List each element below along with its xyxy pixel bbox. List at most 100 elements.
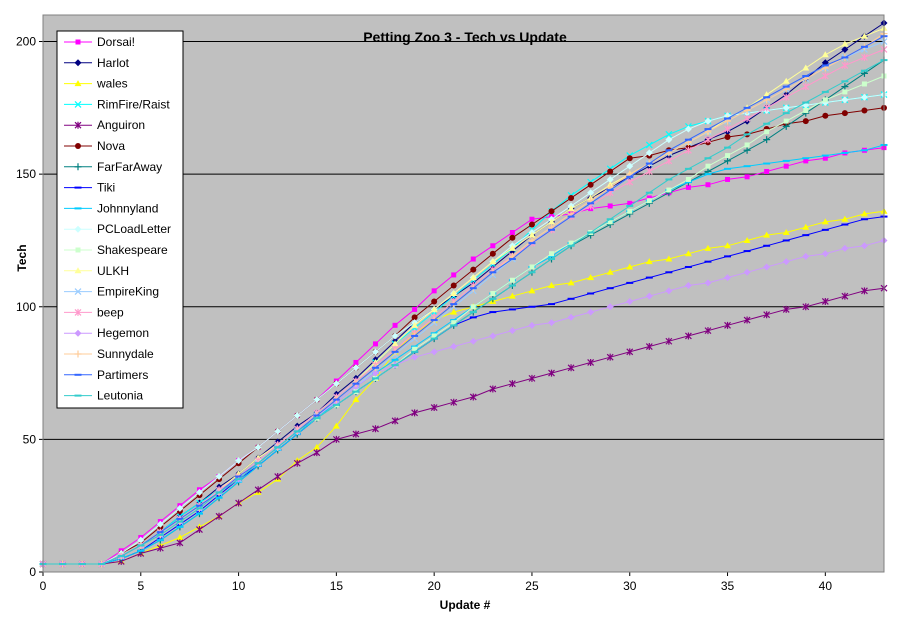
data-point <box>293 459 301 467</box>
data-point <box>841 83 849 91</box>
data-point <box>860 210 868 217</box>
series-line <box>43 287 885 565</box>
data-point <box>549 251 555 257</box>
data-point <box>802 118 809 125</box>
data-point <box>626 263 634 270</box>
legend-item: PCLoadLetter <box>64 222 171 236</box>
data-point <box>705 182 711 188</box>
legend-label: PCLoadLetter <box>97 222 171 236</box>
data-point <box>724 321 731 329</box>
data-point <box>371 348 379 356</box>
data-point <box>509 229 515 235</box>
data-point <box>254 443 262 451</box>
data-point <box>508 327 516 335</box>
data-point <box>743 316 751 324</box>
data-point <box>763 91 771 98</box>
legend-item: Sunnydale <box>64 347 154 361</box>
data-point <box>822 112 829 119</box>
data-point <box>802 303 810 311</box>
data-point <box>469 393 477 401</box>
legend-label: beep <box>97 305 124 319</box>
data-point <box>606 268 614 275</box>
legend-label: Tiki <box>97 181 115 195</box>
data-point <box>803 158 809 164</box>
data-point <box>743 146 751 154</box>
series-line <box>43 59 885 565</box>
data-point <box>842 89 848 95</box>
legend-label: Johnnyland <box>97 201 158 215</box>
data-point <box>567 205 575 212</box>
data-point <box>450 282 457 289</box>
legend-marker <box>74 308 82 316</box>
data-point <box>802 64 810 71</box>
data-point <box>763 311 771 319</box>
data-point <box>646 195 652 201</box>
data-point <box>645 258 653 265</box>
y-tick-label: 100 <box>16 300 36 314</box>
data-point <box>274 427 282 435</box>
data-point <box>431 298 438 305</box>
data-point <box>645 167 653 175</box>
data-point <box>665 255 673 262</box>
data-point <box>841 40 849 47</box>
y-axis-title: Tech <box>15 244 29 271</box>
data-point <box>684 282 692 290</box>
data-point <box>391 332 399 340</box>
legend-item: Partimers <box>64 368 148 382</box>
legend-item: Johnnyland <box>64 201 158 215</box>
data-point <box>412 306 418 312</box>
data-point <box>724 157 732 165</box>
data-point <box>861 107 868 114</box>
data-point <box>548 369 555 377</box>
axes: 0 50 100 150 200 0 5 10 15 20 25 30 35 40 <box>16 14 885 593</box>
data-point <box>176 504 184 512</box>
data-point <box>451 320 457 326</box>
data-point <box>821 51 829 58</box>
data-point <box>587 308 595 316</box>
legend-label: Partimers <box>97 368 148 382</box>
legend-label: Dorsai! <box>97 35 135 49</box>
legend-marker <box>74 80 82 87</box>
series-layer <box>39 19 888 568</box>
data-point <box>567 279 575 286</box>
data-point <box>841 215 849 222</box>
y-tick-label: 150 <box>16 167 36 181</box>
data-point <box>528 374 536 382</box>
legend-marker <box>74 121 82 129</box>
x-tick-label: 30 <box>623 579 637 593</box>
data-point <box>528 231 536 238</box>
data-point <box>235 457 243 465</box>
data-point <box>371 369 379 377</box>
legend-label: RimFire/Raist <box>97 97 170 111</box>
data-point <box>215 512 223 520</box>
data-point <box>450 398 458 406</box>
data-point <box>704 136 712 144</box>
data-point <box>313 443 321 450</box>
data-point <box>254 486 262 494</box>
legend-label: wales <box>96 77 128 91</box>
legend: Dorsai! Harlot wales RimFire/Raist Anguiron N… <box>56 30 184 409</box>
data-point <box>841 110 848 117</box>
data-point <box>763 263 771 271</box>
data-point <box>489 332 497 340</box>
data-point <box>861 81 867 87</box>
data-point <box>391 340 399 347</box>
data-point <box>469 337 477 345</box>
data-point <box>626 178 634 186</box>
data-point <box>411 353 419 361</box>
legend-label: EmpireKing <box>97 285 159 299</box>
x-tick-label: 10 <box>232 579 246 593</box>
data-point <box>587 181 594 188</box>
y-tick-label: 0 <box>29 565 36 579</box>
data-point <box>705 163 711 169</box>
data-point <box>548 319 556 327</box>
data-point <box>626 348 634 356</box>
legend-item: RimFire/Raist <box>64 97 170 111</box>
data-point <box>509 277 515 283</box>
data-point <box>332 435 340 443</box>
data-point <box>782 122 790 130</box>
data-point <box>274 473 282 481</box>
data-point <box>684 125 692 133</box>
data-point <box>665 157 673 165</box>
data-point <box>156 520 164 528</box>
